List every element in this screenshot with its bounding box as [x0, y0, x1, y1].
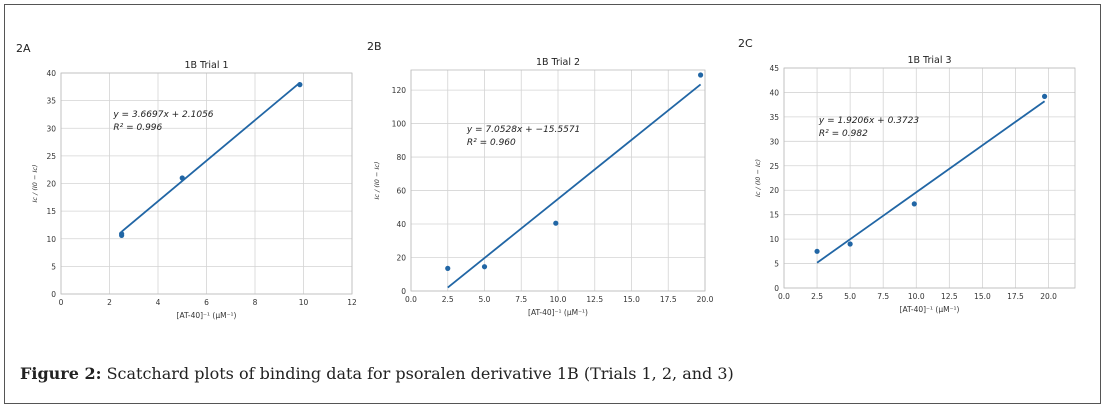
x-tick-label: 20.0 — [1040, 292, 1057, 301]
y-tick-label: 45 — [769, 64, 779, 73]
x-tick-label: 12 — [347, 298, 357, 307]
y-tick-label: 20 — [46, 180, 56, 189]
x-tick-label: 7.5 — [877, 292, 889, 301]
data-point — [179, 175, 185, 181]
y-tick-label: 5 — [774, 260, 779, 269]
y-tick-label: 0 — [774, 284, 779, 293]
fit-line — [447, 83, 702, 289]
fit-annotation: y = 7.0528x + −15.5571 — [466, 125, 580, 135]
x-tick-label: 15.0 — [974, 292, 991, 301]
caption-text: Scatchard plots of binding data for psor… — [101, 364, 734, 383]
x-tick-label: 0.0 — [405, 295, 417, 304]
y-tick-label: 80 — [396, 153, 406, 162]
chart-2a: 0 2 4 6 8 10 12 0 5 10 15 20 25 30 35 40 1B Trial 1 [AT-4… — [31, 60, 357, 320]
y-tick-label: 10 — [46, 235, 56, 244]
caption-label: Figure 2: — [20, 364, 102, 383]
panel-label-2b: 2B — [367, 40, 382, 53]
data-point — [1041, 93, 1048, 99]
y-tick-label: 5 — [51, 262, 56, 271]
x-tick-label: 17.5 — [1007, 292, 1024, 301]
x-tick-label: 6 — [204, 298, 209, 307]
data-point — [553, 220, 559, 226]
x-tick-label: 7.5 — [515, 295, 527, 304]
x-tick-label: 4 — [156, 298, 161, 307]
plot-area — [783, 67, 1076, 289]
y-tick-label: 20 — [396, 254, 406, 263]
plot-area — [410, 69, 706, 292]
x-tick-label: 0.0 — [778, 292, 790, 301]
figure-caption: Figure 2: Scatchard plots of binding dat… — [20, 364, 734, 383]
panel-label-2c: 2C — [738, 37, 753, 50]
y-tick-label: 120 — [392, 86, 407, 95]
y-tick-label: 30 — [769, 137, 779, 146]
fit-annotation: y = 1.9206x + 0.3723 — [818, 116, 919, 126]
data-point — [297, 82, 303, 88]
fit-annotation: R² = 0.996 — [113, 123, 162, 133]
y-tick-label: 25 — [769, 162, 779, 171]
y-tick-label: 0 — [401, 287, 406, 296]
y-tick-label: 10 — [769, 235, 779, 244]
y-tick-label: 40 — [769, 88, 779, 97]
data-point — [481, 264, 488, 270]
data-point — [697, 72, 704, 78]
chart-2c: 0.0 2.5 5.0 7.5 10.0 12.5 15.0 17.5 20.0 0 5 10 15 20… — [754, 55, 1076, 314]
fit-line — [121, 81, 301, 233]
y-axis-label: Ic / (I0 − Ic) — [31, 164, 39, 202]
y-tick-label: 15 — [769, 211, 779, 220]
panel-label-2a: 2A — [16, 42, 31, 55]
x-tick-label: 5.0 — [844, 292, 856, 301]
chart-title: 1B Trial 1 — [184, 60, 228, 71]
x-tick-label: 0 — [59, 298, 64, 307]
y-tick-label: 15 — [46, 207, 56, 216]
x-tick-label: 5.0 — [479, 295, 491, 304]
x-axis-label: [AT-40]⁻¹ (μM⁻¹) — [528, 308, 588, 317]
x-tick-label: 17.5 — [660, 295, 677, 304]
x-tick-label: 8 — [253, 298, 258, 307]
fit-annotation: y = 3.6697x + 2.1056 — [112, 110, 213, 120]
chart-title: 1B Trial 3 — [907, 55, 951, 66]
x-tick-label: 15.0 — [623, 295, 640, 304]
data-point — [847, 241, 853, 247]
data-point — [119, 231, 125, 237]
fit-annotation: R² = 0.960 — [467, 138, 516, 148]
y-tick-label: 25 — [46, 152, 56, 161]
data-point — [445, 265, 451, 271]
chart-title: 1B Trial 2 — [536, 57, 580, 68]
x-tick-label: 10.0 — [908, 292, 925, 301]
data-point — [814, 248, 820, 254]
y-tick-label: 35 — [46, 97, 56, 106]
x-tick-label: 2 — [107, 298, 112, 307]
y-tick-label: 35 — [769, 113, 779, 122]
plot-area — [60, 72, 353, 295]
x-axis-label: [AT-40]⁻¹ (μM⁻¹) — [177, 311, 237, 320]
fit-annotation: R² = 0.982 — [819, 129, 868, 139]
y-axis-label: Ic / (I0 − Ic) — [754, 159, 762, 197]
y-tick-label: 0 — [51, 290, 56, 299]
chart-2b: 0.0 2.5 5.0 7.5 10.0 12.5 15.0 17.5 20.0 0 20 40 60 8… — [373, 57, 714, 317]
x-tick-label: 2.5 — [811, 292, 823, 301]
y-tick-label: 30 — [46, 124, 56, 133]
x-tick-label: 12.5 — [941, 292, 958, 301]
x-axis-label: [AT-40]⁻¹ (μM⁻¹) — [900, 305, 960, 314]
y-axis-label: Ic / (I0 − Ic) — [373, 161, 381, 199]
data-point — [911, 201, 917, 207]
fit-line — [816, 100, 1046, 264]
x-tick-label: 10.0 — [550, 295, 567, 304]
x-tick-label: 12.5 — [586, 295, 603, 304]
y-tick-label: 20 — [769, 186, 779, 195]
y-tick-label: 100 — [392, 120, 407, 129]
x-tick-label: 20.0 — [697, 295, 714, 304]
x-tick-label: 2.5 — [442, 295, 454, 304]
y-tick-label: 40 — [46, 69, 56, 78]
y-tick-label: 60 — [396, 187, 406, 196]
y-tick-label: 40 — [396, 220, 406, 229]
x-tick-label: 10 — [299, 298, 309, 307]
